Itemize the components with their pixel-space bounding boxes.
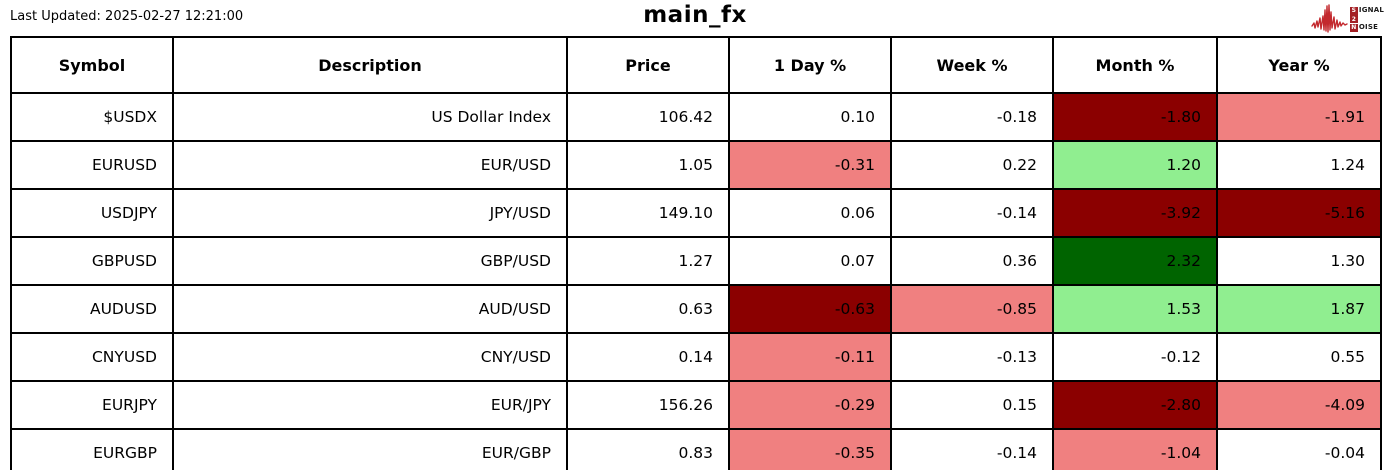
day-pct-cell: -0.35 <box>728 428 892 470</box>
col-header-symbol: Symbol <box>10 36 174 94</box>
table-row: EURJPY EUR/JPY 156.26 -0.29 0.15 -2.80 -… <box>10 380 1382 430</box>
table-row: CNYUSD CNY/USD 0.14 -0.11 -0.13 -0.12 0.… <box>10 332 1382 382</box>
page-title: main_fx <box>643 2 747 28</box>
month-pct-cell: -1.04 <box>1052 428 1218 470</box>
week-pct-cell: -0.13 <box>890 332 1054 382</box>
symbol-cell: EURGBP <box>10 428 174 470</box>
col-header-1day: 1 Day % <box>728 36 892 94</box>
price-cell: 0.14 <box>566 332 730 382</box>
month-pct-cell: 1.20 <box>1052 140 1218 190</box>
symbol-cell: GBPUSD <box>10 236 174 286</box>
logo-box-s: S <box>1349 6 1358 15</box>
month-pct-cell: -0.12 <box>1052 332 1218 382</box>
logo-line-two: 2 <box>1349 15 1384 23</box>
price-cell: 1.05 <box>566 140 730 190</box>
table-row: GBPUSD GBP/USD 1.27 0.07 0.36 2.32 1.30 <box>10 236 1382 286</box>
logo-text: S IGNAL 2 N OISE <box>1349 6 1384 32</box>
week-pct-cell: 0.15 <box>890 380 1054 430</box>
year-pct-cell: 0.55 <box>1216 332 1382 382</box>
symbol-cell: EURJPY <box>10 380 174 430</box>
price-cell: 156.26 <box>566 380 730 430</box>
symbol-cell: $USDX <box>10 92 174 142</box>
price-cell: 149.10 <box>566 188 730 238</box>
description-cell: EUR/GBP <box>172 428 568 470</box>
symbol-cell: CNYUSD <box>10 332 174 382</box>
last-updated-label: Last Updated: 2025-02-27 12:21:00 <box>10 9 244 24</box>
week-pct-cell: 0.22 <box>890 140 1054 190</box>
month-pct-cell: -1.80 <box>1052 92 1218 142</box>
description-cell: EUR/USD <box>172 140 568 190</box>
year-pct-cell: 1.30 <box>1216 236 1382 286</box>
logo-box-n: N <box>1349 23 1358 32</box>
day-pct-cell: 0.07 <box>728 236 892 286</box>
description-cell: CNY/USD <box>172 332 568 382</box>
day-pct-cell: -0.11 <box>728 332 892 382</box>
price-cell: 0.83 <box>566 428 730 470</box>
week-pct-cell: -0.85 <box>890 284 1054 334</box>
year-pct-cell: -4.09 <box>1216 380 1382 430</box>
logo-line-noise: N OISE <box>1349 23 1384 32</box>
table-row: USDJPY JPY/USD 149.10 0.06 -0.14 -3.92 -… <box>10 188 1382 238</box>
week-pct-cell: -0.14 <box>890 188 1054 238</box>
table-row: EURUSD EUR/USD 1.05 -0.31 0.22 1.20 1.24 <box>10 140 1382 190</box>
description-cell: AUD/USD <box>172 284 568 334</box>
day-pct-cell: 0.06 <box>728 188 892 238</box>
table-row: EURGBP EUR/GBP 0.83 -0.35 -0.14 -1.04 -0… <box>10 428 1382 470</box>
fx-table: Symbol Description Price 1 Day % Week % … <box>10 36 1382 470</box>
col-header-year: Year % <box>1216 36 1382 94</box>
description-cell: GBP/USD <box>172 236 568 286</box>
logo-box-2: 2 <box>1349 15 1358 23</box>
signal2noise-logo: S IGNAL 2 N OISE <box>1311 3 1384 35</box>
col-header-month: Month % <box>1052 36 1218 94</box>
price-cell: 0.63 <box>566 284 730 334</box>
price-cell: 1.27 <box>566 236 730 286</box>
col-header-description: Description <box>172 36 568 94</box>
month-pct-cell: 2.32 <box>1052 236 1218 286</box>
month-pct-cell: -3.92 <box>1052 188 1218 238</box>
week-pct-cell: 0.36 <box>890 236 1054 286</box>
day-pct-cell: -0.63 <box>728 284 892 334</box>
col-header-week: Week % <box>890 36 1054 94</box>
month-pct-cell: 1.53 <box>1052 284 1218 334</box>
price-cell: 106.42 <box>566 92 730 142</box>
description-cell: JPY/USD <box>172 188 568 238</box>
day-pct-cell: -0.31 <box>728 140 892 190</box>
col-header-price: Price <box>566 36 730 94</box>
waveform-icon <box>1311 4 1348 33</box>
year-pct-cell: 1.24 <box>1216 140 1382 190</box>
header-row: Symbol Description Price 1 Day % Week % … <box>10 36 1382 94</box>
day-pct-cell: -0.29 <box>728 380 892 430</box>
logo-line-signal: S IGNAL <box>1349 6 1384 15</box>
year-pct-cell: -0.04 <box>1216 428 1382 470</box>
table-row: AUDUSD AUD/USD 0.63 -0.63 -0.85 1.53 1.8… <box>10 284 1382 334</box>
month-pct-cell: -2.80 <box>1052 380 1218 430</box>
description-cell: EUR/JPY <box>172 380 568 430</box>
logo-noise-rest: OISE <box>1358 23 1379 31</box>
symbol-cell: USDJPY <box>10 188 174 238</box>
logo-signal-rest: IGNAL <box>1358 6 1384 14</box>
table-row: $USDX US Dollar Index 106.42 0.10 -0.18 … <box>10 92 1382 142</box>
week-pct-cell: -0.18 <box>890 92 1054 142</box>
year-pct-cell: -5.16 <box>1216 188 1382 238</box>
week-pct-cell: -0.14 <box>890 428 1054 470</box>
symbol-cell: AUDUSD <box>10 284 174 334</box>
symbol-cell: EURUSD <box>10 140 174 190</box>
year-pct-cell: 1.87 <box>1216 284 1382 334</box>
description-cell: US Dollar Index <box>172 92 568 142</box>
day-pct-cell: 0.10 <box>728 92 892 142</box>
year-pct-cell: -1.91 <box>1216 92 1382 142</box>
